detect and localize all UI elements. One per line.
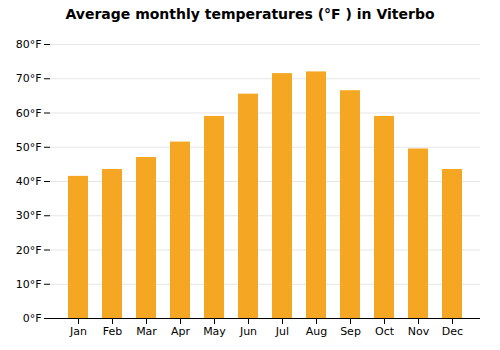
svg-text:60°F: 60°F [16,107,42,120]
svg-text:Feb: Feb [103,325,122,338]
svg-text:80°F: 80°F [16,38,42,51]
svg-text:Oct: Oct [375,325,395,338]
svg-text:Jul: Jul [275,325,289,338]
svg-text:20°F: 20°F [16,244,42,257]
svg-text:50°F: 50°F [16,141,42,154]
svg-text:Sep: Sep [340,325,361,338]
svg-text:10°F: 10°F [16,278,42,291]
svg-text:Dec: Dec [442,325,463,338]
html-text:Average monthly temperatures (: Average monthly temperatures (°F ) in Vi… [65,6,435,22]
svg-text:Aug: Aug [306,325,327,338]
svg-text:Nov: Nov [408,325,430,338]
svg-text:70°F: 70°F [16,72,42,85]
svg-text:Jan: Jan [69,325,87,338]
svg-text:0°F: 0°F [23,312,42,325]
svg-text:40°F: 40°F [16,175,42,188]
svg-text:May: May [203,325,226,338]
svg-text:Mar: Mar [136,325,157,338]
svg-text:Jun: Jun [239,325,257,338]
svg-text:Apr: Apr [171,325,191,338]
svg-text:30°F: 30°F [16,209,42,222]
